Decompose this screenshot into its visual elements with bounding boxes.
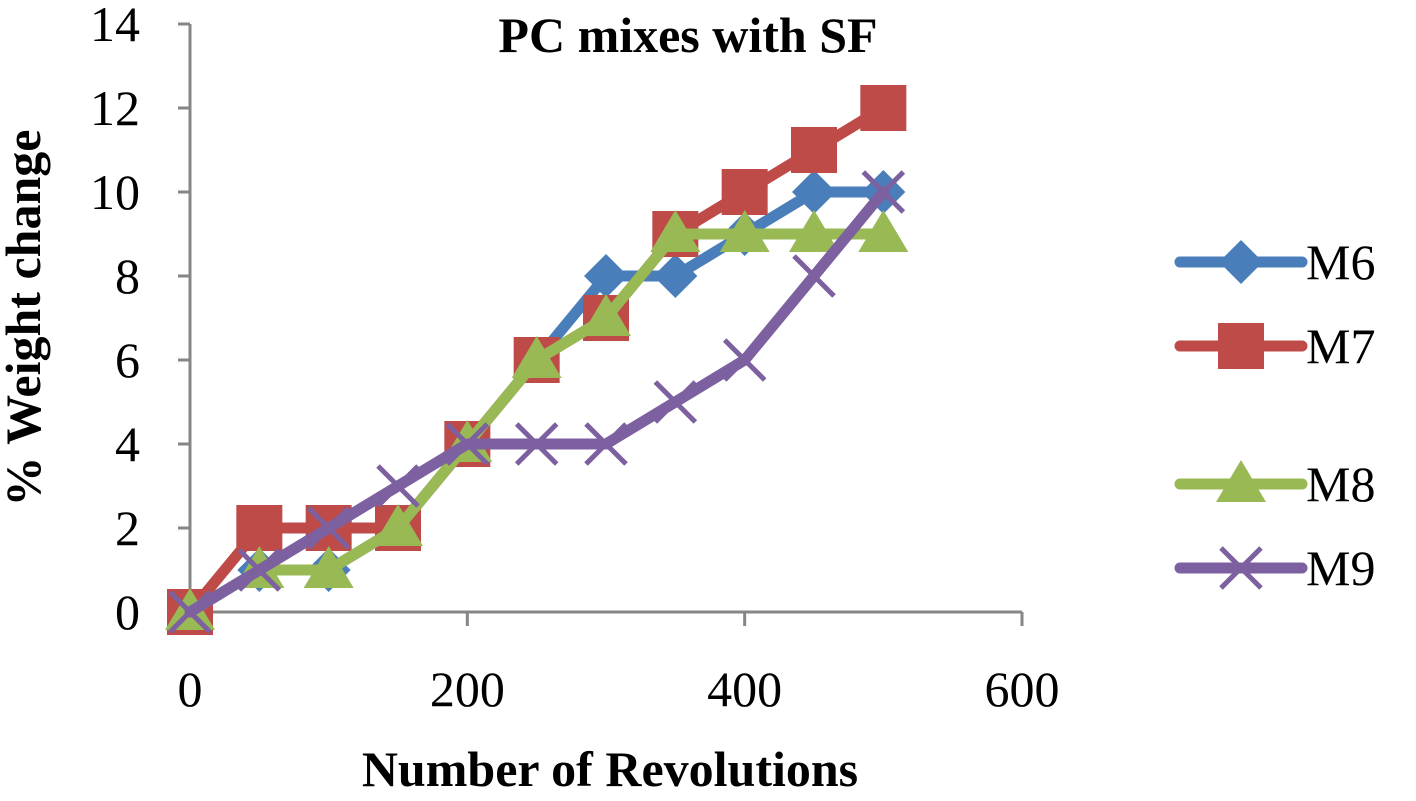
legend-label: M9 bbox=[1306, 540, 1375, 596]
data-point bbox=[581, 294, 631, 336]
legend-marker bbox=[1218, 323, 1264, 369]
data-point bbox=[584, 422, 628, 466]
y-tick-label: 12 bbox=[90, 80, 140, 136]
series-m8 bbox=[165, 210, 909, 630]
data-point bbox=[303, 546, 354, 588]
data-point bbox=[860, 85, 907, 131]
x-tick-label: 200 bbox=[430, 661, 505, 717]
series-m9 bbox=[168, 170, 906, 634]
legend-item-m9: M9 bbox=[1174, 540, 1375, 596]
data-point bbox=[168, 590, 212, 634]
y-tick-label: 14 bbox=[90, 0, 140, 52]
x-tick-label: 400 bbox=[707, 661, 782, 717]
data-point bbox=[514, 422, 559, 466]
legend-item-m8: M8 bbox=[1174, 456, 1375, 512]
data-point bbox=[791, 127, 837, 173]
y-axis-label: % Weight change bbox=[0, 130, 51, 507]
data-point bbox=[306, 506, 351, 550]
y-tick-label: 4 bbox=[115, 416, 140, 472]
data-point bbox=[792, 254, 836, 298]
legend: M6 M7 M8 M9 bbox=[1174, 234, 1375, 596]
data-point bbox=[719, 210, 770, 252]
plot-area bbox=[165, 85, 909, 635]
data-point bbox=[653, 380, 698, 424]
legend-label: M8 bbox=[1306, 456, 1375, 512]
legend-label: M7 bbox=[1306, 318, 1375, 374]
x-tick-label: 600 bbox=[985, 661, 1060, 717]
data-point bbox=[376, 464, 420, 508]
series-line bbox=[184, 186, 889, 618]
data-point bbox=[861, 170, 906, 214]
y-tick-label: 10 bbox=[90, 164, 140, 220]
legend-label: M6 bbox=[1306, 234, 1375, 290]
x-axis-label: Number of Revolutions bbox=[362, 741, 858, 797]
legend-item-m7: M7 bbox=[1174, 318, 1375, 374]
data-point bbox=[584, 254, 628, 298]
axes: 0 2 4 6 8 10 12 14 0 200 400 600 bbox=[90, 0, 1060, 717]
y-tick-label: 2 bbox=[115, 500, 140, 556]
data-point bbox=[445, 422, 490, 466]
data-point bbox=[653, 254, 698, 298]
legend-marker bbox=[1216, 460, 1266, 502]
y-tick-label: 0 bbox=[115, 584, 140, 640]
legend-item-m6: M6 bbox=[1174, 234, 1375, 290]
y-tick-label: 8 bbox=[115, 248, 140, 304]
legend-marker bbox=[1219, 546, 1263, 590]
legend-marker bbox=[1219, 240, 1263, 284]
data-point bbox=[722, 338, 767, 382]
data-point bbox=[650, 210, 701, 252]
y-tick-label: 6 bbox=[115, 332, 140, 388]
data-point bbox=[792, 170, 836, 214]
data-point bbox=[237, 548, 282, 592]
data-point bbox=[236, 505, 283, 551]
data-point bbox=[721, 169, 768, 215]
data-point bbox=[511, 336, 562, 378]
x-tick-label: 0 bbox=[178, 661, 203, 717]
data-point bbox=[789, 210, 839, 252]
data-point bbox=[373, 504, 423, 546]
chart-title: PC mixes with SF bbox=[498, 7, 877, 63]
data-point bbox=[858, 210, 909, 252]
